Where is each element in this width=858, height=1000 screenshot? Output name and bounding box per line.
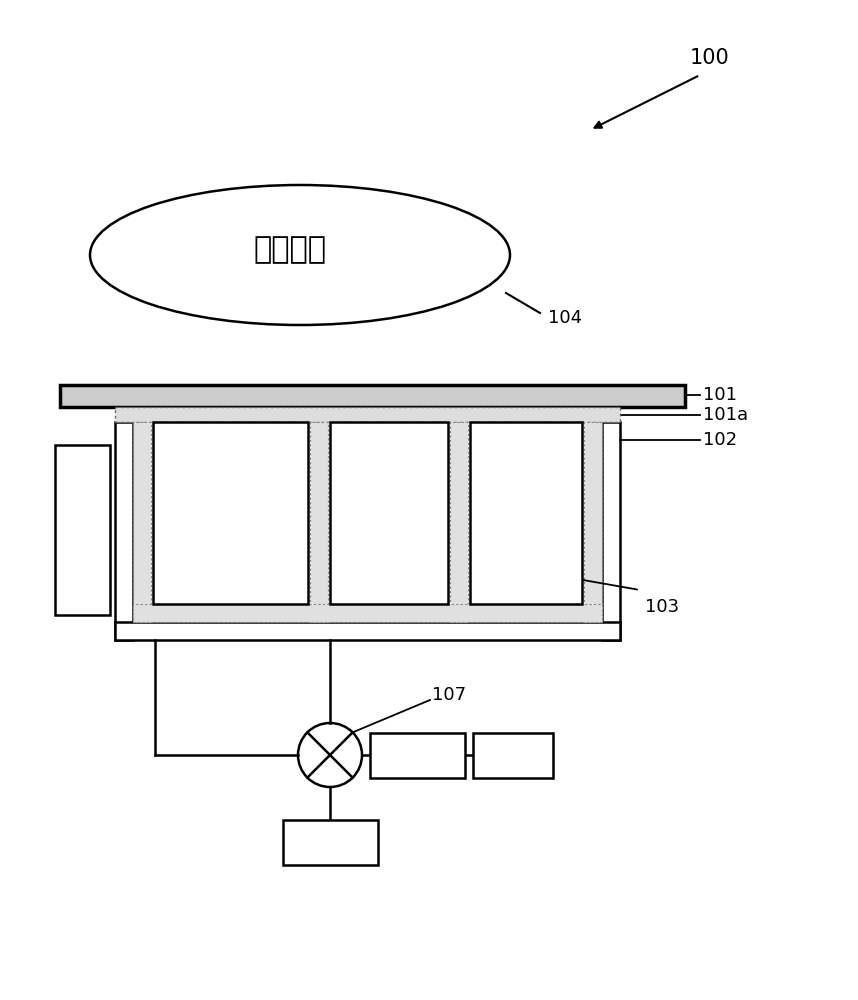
Bar: [115, 622, 620, 640]
Text: 106: 106: [496, 746, 530, 764]
Text: 100: 100: [690, 48, 730, 68]
Bar: [115, 407, 620, 422]
Text: 101: 101: [703, 386, 737, 404]
Text: 108: 108: [313, 834, 347, 852]
Bar: [370, 732, 465, 778]
Text: 104: 104: [548, 309, 582, 327]
Bar: [153, 422, 308, 604]
Text: 105: 105: [401, 746, 434, 764]
Bar: [55, 445, 110, 615]
Bar: [584, 422, 602, 622]
Bar: [330, 422, 448, 604]
Bar: [115, 422, 133, 640]
Bar: [473, 732, 553, 778]
Text: 101a: 101a: [703, 406, 748, 424]
Text: 107: 107: [432, 686, 466, 704]
Text: 103: 103: [645, 598, 680, 616]
Bar: [310, 422, 328, 622]
Bar: [60, 385, 685, 407]
Text: 等离子体: 等离子体: [253, 235, 327, 264]
Bar: [133, 604, 602, 622]
Bar: [282, 820, 378, 865]
Text: 102: 102: [703, 431, 737, 449]
Bar: [450, 422, 468, 622]
Bar: [470, 422, 582, 604]
Bar: [602, 422, 620, 640]
Bar: [133, 422, 151, 622]
